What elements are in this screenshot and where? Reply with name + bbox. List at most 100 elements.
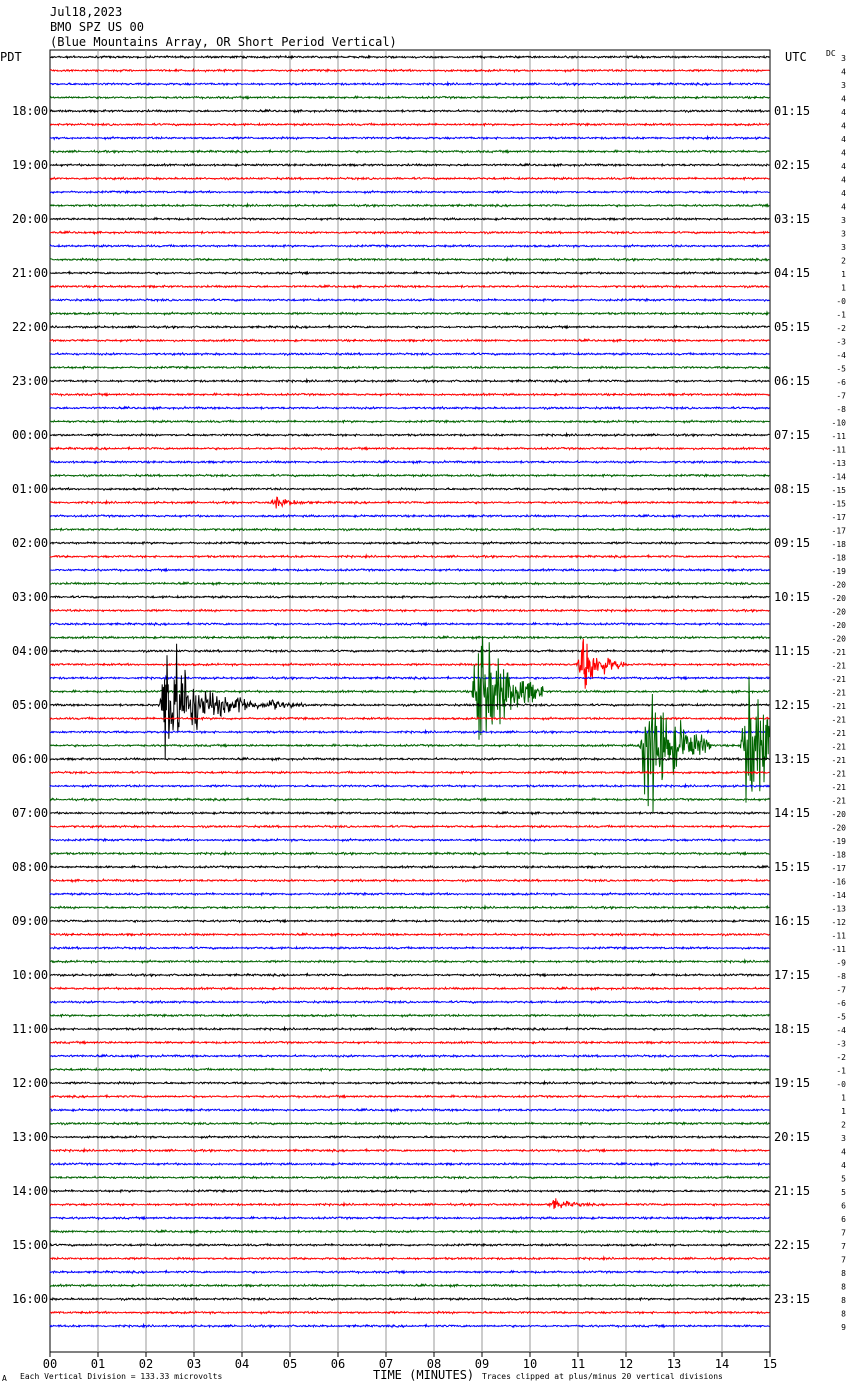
utc-hour-label: 05:15 bbox=[774, 320, 810, 334]
trace-line bbox=[49, 850, 770, 857]
dc-value: -17 bbox=[832, 513, 847, 522]
dc-value: -11 bbox=[832, 932, 847, 941]
trace-line bbox=[49, 108, 770, 114]
dc-value: 8 bbox=[841, 1269, 846, 1278]
trace-line bbox=[49, 256, 770, 263]
trace-line bbox=[49, 810, 770, 816]
trace-line bbox=[49, 1283, 770, 1289]
dc-value: 3 bbox=[841, 1134, 846, 1143]
dc-value: -10 bbox=[832, 419, 847, 428]
trace-line bbox=[49, 1229, 770, 1235]
trace-line bbox=[49, 445, 770, 452]
dc-value: -4 bbox=[836, 1026, 846, 1035]
trace-line bbox=[49, 405, 770, 411]
dc-value: -21 bbox=[832, 662, 847, 671]
trace-line bbox=[49, 365, 770, 371]
utc-hour-label: 08:15 bbox=[774, 482, 810, 496]
pdt-hour-label: 20:00 bbox=[12, 212, 48, 226]
footer-scale: Each Vertical Division = 133.33 microvol… bbox=[20, 1372, 222, 1381]
trace-line bbox=[49, 351, 770, 357]
dc-value: 3 bbox=[841, 216, 846, 225]
trace-line bbox=[49, 782, 770, 789]
dc-value: 4 bbox=[841, 149, 846, 158]
dc-value: 1 bbox=[841, 284, 846, 293]
pdt-hour-label: 23:00 bbox=[12, 374, 48, 388]
trace-line bbox=[49, 945, 770, 951]
trace-line bbox=[49, 756, 770, 762]
dc-value: 3 bbox=[841, 230, 846, 239]
trace-line bbox=[49, 216, 770, 222]
dc-value: -18 bbox=[832, 540, 847, 549]
x-tick-label: 12 bbox=[619, 1357, 633, 1371]
dc-value: -18 bbox=[832, 851, 847, 860]
trace-line bbox=[49, 986, 770, 992]
trace-line bbox=[49, 972, 770, 978]
dc-value: -18 bbox=[832, 554, 847, 563]
utc-hour-label: 03:15 bbox=[774, 212, 810, 226]
dc-value: -6 bbox=[836, 378, 846, 387]
utc-hour-label: 20:15 bbox=[774, 1130, 810, 1144]
trace-line bbox=[49, 431, 770, 438]
utc-hour-label: 01:15 bbox=[774, 104, 810, 118]
utc-hour-label: 09:15 bbox=[774, 536, 810, 550]
dc-value: 2 bbox=[841, 257, 846, 266]
utc-hour-label: 14:15 bbox=[774, 806, 810, 820]
trace-line bbox=[49, 796, 770, 803]
x-tick-label: 03 bbox=[187, 1357, 201, 1371]
dc-value: 4 bbox=[841, 68, 846, 77]
dc-value: -2 bbox=[836, 324, 846, 333]
x-tick-label: 01 bbox=[91, 1357, 105, 1371]
dc-value: -20 bbox=[832, 810, 847, 819]
dc-value: -17 bbox=[832, 864, 847, 873]
pdt-hour-label: 19:00 bbox=[12, 158, 48, 172]
dc-value: -21 bbox=[832, 743, 847, 752]
dc-value: -7 bbox=[836, 986, 846, 995]
trace-line bbox=[49, 1215, 770, 1221]
trace-line bbox=[49, 1269, 770, 1275]
dc-value: 1 bbox=[841, 1107, 846, 1116]
dc-value: -11 bbox=[832, 432, 847, 441]
dc-value: -16 bbox=[832, 878, 847, 887]
trace-line bbox=[49, 891, 770, 897]
dc-value: -15 bbox=[832, 486, 847, 495]
utc-hour-label: 10:15 bbox=[774, 590, 810, 604]
pdt-hour-label: 12:00 bbox=[12, 1076, 48, 1090]
dc-value: 1 bbox=[841, 270, 846, 279]
trace-line bbox=[49, 635, 770, 740]
trace-line bbox=[49, 148, 770, 155]
trace-line bbox=[49, 377, 770, 384]
dc-value: 4 bbox=[841, 176, 846, 185]
dc-value: -9 bbox=[836, 959, 846, 968]
trace-line bbox=[50, 513, 770, 519]
pdt-hour-label: 02:00 bbox=[12, 536, 48, 550]
dc-value: -0 bbox=[836, 1080, 846, 1089]
dc-value: 8 bbox=[841, 1310, 846, 1319]
dc-value: -20 bbox=[832, 824, 847, 833]
dc-value: -0 bbox=[836, 297, 846, 306]
trace-line bbox=[49, 1066, 770, 1073]
x-tick-label: 02 bbox=[139, 1357, 153, 1371]
trace-line bbox=[49, 1296, 770, 1302]
pdt-hour-label: 16:00 bbox=[12, 1292, 48, 1306]
dc-value: -15 bbox=[832, 500, 847, 509]
dc-value: -13 bbox=[832, 459, 847, 468]
trace-line bbox=[50, 1161, 770, 1167]
trace-line bbox=[49, 162, 770, 168]
trace-line bbox=[49, 526, 770, 533]
utc-hour-label: 15:15 bbox=[774, 860, 810, 874]
dc-value: 6 bbox=[841, 1202, 846, 1211]
trace-line bbox=[49, 1198, 770, 1210]
dc-value: -11 bbox=[832, 945, 847, 954]
dc-value: 4 bbox=[841, 122, 846, 131]
dc-value: 8 bbox=[841, 1296, 846, 1305]
dc-value: -19 bbox=[832, 567, 847, 576]
x-tick-label: 06 bbox=[331, 1357, 345, 1371]
trace-line bbox=[49, 823, 770, 830]
trace-line bbox=[49, 392, 770, 398]
dc-value: -3 bbox=[836, 338, 846, 347]
trace-line bbox=[49, 635, 770, 641]
dc-value: -3 bbox=[836, 1040, 846, 1049]
trace-line bbox=[49, 324, 770, 330]
dc-value: -20 bbox=[832, 608, 847, 617]
trace-line bbox=[49, 1040, 770, 1045]
